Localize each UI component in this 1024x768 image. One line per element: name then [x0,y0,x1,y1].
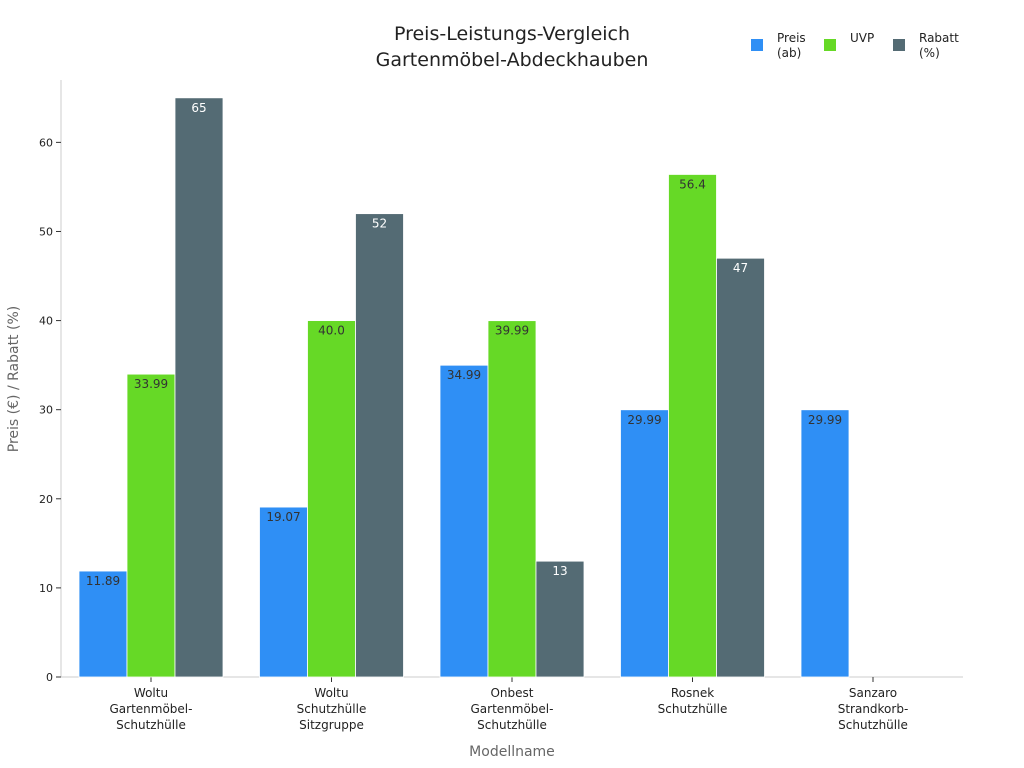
y-tick-label: 10 [39,582,53,595]
axes: 0 10 20 30 40 50 60 Woltu Gartenmöbel-Schutzhüll… [39,80,963,732]
chart-title: Preis-Leistungs-Vergleich Gartenmöbel-Ab… [376,23,649,71]
data-label: 13 [552,564,567,578]
legend-entry: UVP [850,31,874,45]
y-tick-label: 50 [39,225,53,238]
bar [174,97,224,678]
data-label: 56.4 [679,177,706,191]
data-label: 52 [372,217,387,231]
bar [620,409,669,678]
y-tick-label: 40 [39,315,53,328]
data-label: 19.07 [266,510,300,524]
value-labels: 11.89 19.07 34.99 29.99 29.99 33.99 40.0 39.99 5… [86,101,842,588]
legend: Preis (ab) UVP Rabatt (%) [751,31,959,60]
data-label: 33.99 [134,377,168,391]
legend-entry: Preis (ab) [777,31,806,60]
legend-swatch [824,39,836,51]
x-tick-label: Rosnek Schutzhülle [658,686,728,716]
bar [126,373,176,678]
bar [439,364,489,678]
x-tick-label: Woltu Gartenmöbel-Schutzhülle [110,686,193,732]
legend-swatch [751,39,763,51]
bar [716,257,765,678]
legend-swatch [893,39,905,51]
x-tick-label: Onbest Gartenmöbel-Schutzhülle [471,686,554,732]
data-label: 39.99 [495,324,529,338]
data-label: 29.99 [808,413,842,427]
data-label: 47 [733,261,748,275]
bar [259,506,308,678]
bar [355,213,404,678]
y-tick-label: 60 [39,136,53,149]
data-label: 11.89 [86,574,120,588]
data-label: 65 [191,101,206,115]
bar [535,560,585,678]
data-label: 34.99 [447,368,481,382]
data-label: 40.0 [318,324,345,338]
chart-title-line-1: Preis-Leistungs-Vergleich [394,23,630,45]
x-tick-label: Woltu Schutzhülle Sitzgruppe [297,686,367,732]
bar [487,320,537,678]
y-tick-label: 30 [39,404,53,417]
x-axis-title: Modellname [469,744,555,760]
bar [800,409,850,678]
y-tick-label: 0 [46,671,53,684]
data-label: 29.99 [627,413,661,427]
bar [78,570,128,678]
x-tick-label: Sanzaro Strandkorb-Schutzhülle [838,686,909,732]
legend-entry: Rabatt (%) [919,31,959,60]
y-axis-title: Preis (€) / Rabatt (%) [6,306,22,452]
y-tick-label: 20 [39,493,53,506]
chart-title-line-2: Gartenmöbel-Abdeckhauben [376,49,649,71]
bar [307,320,356,678]
bars [78,97,850,678]
bar [668,174,717,678]
